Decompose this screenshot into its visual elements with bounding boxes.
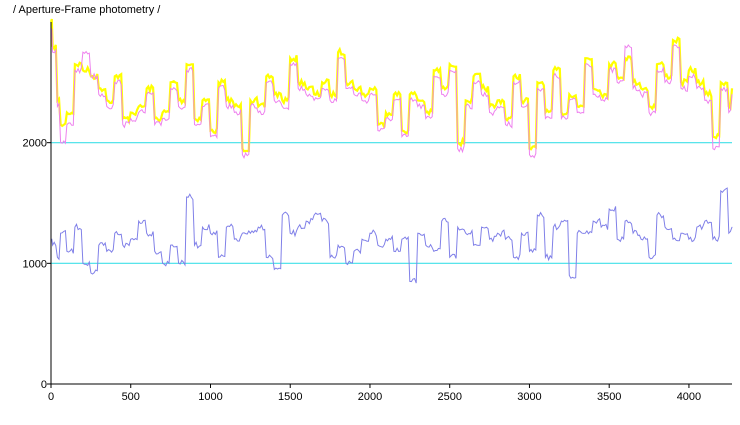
series-line-2 [51,187,733,284]
x-tick-label: 0 [48,391,54,403]
x-tick-label: 3500 [597,391,621,403]
x-tick-label: 2000 [358,391,382,403]
x-tick-label: 2500 [437,391,461,403]
reference-lines [51,142,732,264]
axes [50,22,732,385]
x-ticks: 0 500 1000 1500 2000 2500 3000 3500 4000 [48,384,701,403]
x-tick-label: 1500 [278,391,302,403]
y-ticks: 0 1000 2000 [23,138,51,391]
series-line-0 [49,18,734,153]
y-tick-label: 1000 [23,258,47,270]
x-tick-label: 4000 [677,391,701,403]
y-tick-label: 0 [41,379,47,391]
chart-title: / Aperture-Frame photometry / [13,4,161,16]
series-layer [49,18,734,284]
x-tick-label: 500 [122,391,140,403]
x-tick-label: 3000 [517,391,541,403]
y-tick-label: 2000 [23,138,47,150]
x-tick-label: 1000 [198,391,222,403]
series-line-1 [50,27,733,159]
